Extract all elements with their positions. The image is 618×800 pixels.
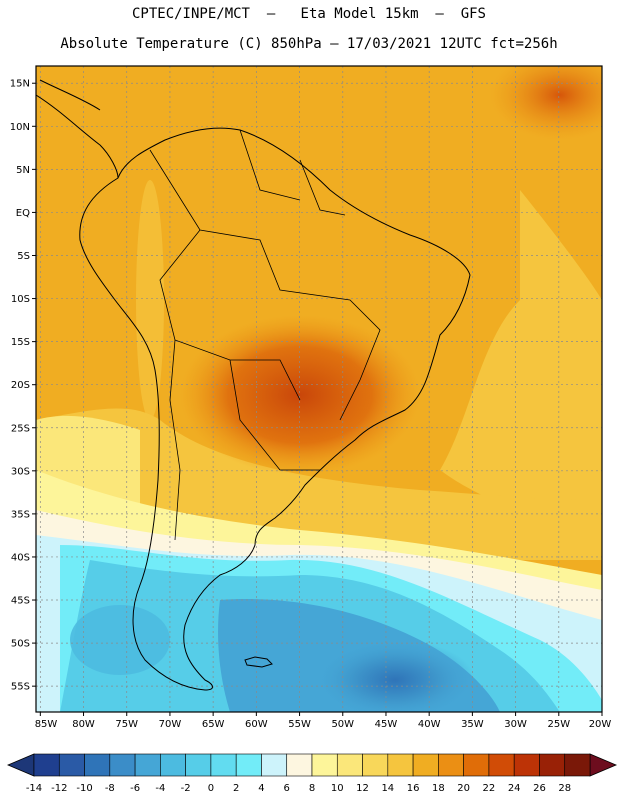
colorbar-label: 24	[508, 783, 521, 794]
lat-tick-label: 10S	[11, 294, 30, 305]
lon-tick-label: 85W	[35, 719, 58, 730]
colorbar-swatch	[438, 753, 464, 777]
colorbar-swatch	[261, 753, 288, 777]
colorbar-label: 8	[309, 783, 315, 794]
map-gridlines	[36, 66, 603, 712]
field-band-16c-north	[440, 190, 602, 540]
falkland-islands	[244, 656, 273, 668]
lon-tick-label: 50W	[331, 719, 354, 730]
central-america-coastline	[36, 94, 119, 179]
colorbar-label: 14	[381, 783, 394, 794]
chart-title-line1: CPTEC/INPE/MCT – Eta Model 15km – GFS	[131, 6, 486, 22]
colorbar-swatch	[362, 753, 389, 777]
colorbar: -14 -12 -10 -8 -6 -4 -2 0 2 4 6 8 10 12 14 16 18 20 22 24 26…	[6, 753, 618, 794]
colorbar-swatch	[488, 753, 515, 777]
colorbar-label: 10	[331, 783, 344, 794]
colorbar-swatch	[160, 753, 186, 777]
colorbar-swatch	[513, 753, 540, 777]
south-america-coastline	[79, 127, 471, 691]
lon-tick-label: 45W	[375, 719, 398, 730]
lon-tick-label: 75W	[115, 719, 138, 730]
lon-tick-label: 80W	[72, 719, 95, 730]
colorbar-swatch	[58, 753, 85, 777]
colorbar-swatch	[463, 753, 490, 777]
field-cold-core	[315, 640, 475, 712]
colorbar-swatch	[109, 753, 136, 777]
colorbar-label: 2	[233, 783, 239, 794]
lon-tick-label: 65W	[202, 719, 225, 730]
colorbar-label: 16	[407, 783, 420, 794]
colorbar-label: 22	[483, 783, 496, 794]
lat-tick-label: 45S	[11, 596, 30, 607]
colorbar-label: 0	[208, 783, 214, 794]
colorbar-label: 28	[558, 783, 571, 794]
colorbar-swatch	[311, 753, 338, 777]
colorbar-swatch	[235, 753, 262, 777]
colorbar-label: -14	[26, 783, 42, 794]
colorbar-swatch	[336, 753, 363, 777]
field-cool-andes	[136, 180, 164, 420]
colorbar-under-arrow	[6, 753, 35, 777]
lat-tick-label: 50S	[11, 639, 30, 650]
colorbar-label: -4	[155, 783, 165, 794]
colorbar-label: 18	[432, 783, 445, 794]
lat-tick-label: 35S	[11, 509, 30, 520]
lat-tick-label: 25S	[11, 423, 30, 434]
colorbar-swatch	[210, 753, 237, 777]
lat-tick-label: 5S	[17, 251, 30, 262]
lat-tick-label: 55S	[11, 682, 30, 693]
colorbar-label: 20	[457, 783, 470, 794]
colorbar-label: 4	[258, 783, 264, 794]
chart-title-line2: Absolute Temperature (C) 850hPa – 17/03/…	[60, 36, 558, 52]
colorbar-label: -12	[51, 783, 67, 794]
lat-tick-label: 15N	[10, 79, 30, 90]
colorbar-swatch	[185, 753, 212, 777]
colorbar-over-arrow	[589, 753, 618, 777]
lon-tick-label: 70W	[159, 719, 182, 730]
lat-tick-label: 20S	[11, 380, 30, 391]
lon-tick-label: 40W	[418, 719, 441, 730]
lat-tick-label: 5N	[16, 165, 30, 176]
lat-tick-label: 10N	[10, 122, 30, 133]
colorbar-swatch	[33, 753, 60, 777]
map-frame	[35, 65, 603, 713]
colorbar-label: 6	[284, 783, 290, 794]
colorbar-label: -6	[130, 783, 140, 794]
lon-tick-label: 55W	[288, 719, 311, 730]
lat-tick-label: 15S	[11, 337, 30, 348]
coastlines	[36, 79, 471, 691]
country-borders	[149, 129, 381, 541]
colorbar-swatch	[564, 753, 591, 777]
lat-tick-label: EQ	[16, 208, 30, 219]
lon-tick-label: 25W	[547, 719, 570, 730]
lat-tick-label: 30S	[11, 466, 30, 477]
caribbean-coastline	[39, 79, 101, 111]
field-hot-ne	[490, 66, 602, 140]
colorbar-swatch	[84, 753, 111, 777]
colorbar-label: -10	[76, 783, 92, 794]
lat-tick-label: 40S	[11, 552, 30, 563]
field-cold-west	[70, 605, 170, 675]
lon-tick-label: 30W	[504, 719, 527, 730]
colorbar-label: -8	[105, 783, 115, 794]
colorbar-swatch	[286, 753, 313, 777]
colorbar-swatch	[134, 753, 161, 777]
latitude-labels: 15N 10N 5N EQ 5S 10S 15S 20S 25S 30S 35S 40S 45S 50S 5…	[10, 79, 36, 693]
colorbar-label: 12	[356, 783, 369, 794]
lon-tick-label: 20W	[589, 719, 612, 730]
longitude-labels: 85W 80W 75W 70W 65W 60W 55W 50W 45W 40W 35W 30W 25W 2…	[35, 712, 612, 730]
colorbar-swatch	[539, 753, 566, 777]
colorbar-swatch	[412, 753, 439, 777]
colorbar-swatch	[387, 753, 414, 777]
temperature-field	[36, 66, 602, 712]
field-hot-core	[180, 315, 420, 475]
lon-tick-label: 60W	[245, 719, 268, 730]
lon-tick-label: 35W	[461, 719, 484, 730]
colorbar-label: 26	[533, 783, 546, 794]
colorbar-label: -2	[181, 783, 191, 794]
